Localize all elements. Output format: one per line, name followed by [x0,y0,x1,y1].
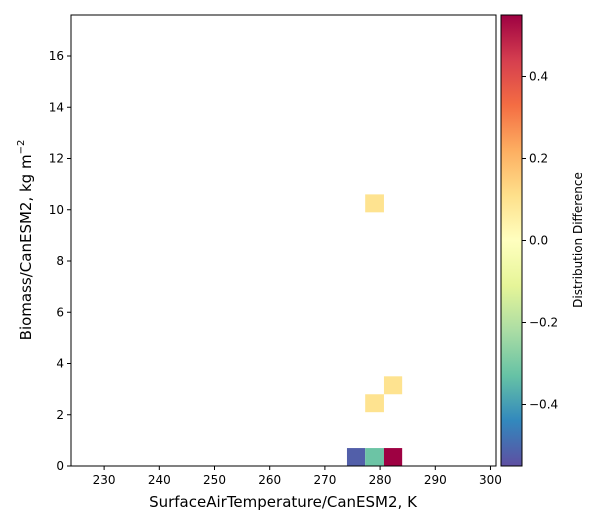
heatmap-cell [383,376,403,395]
x-tick-label: 240 [148,473,171,487]
x-tick-label: 290 [424,473,447,487]
colorbar-ticks: −0.4 −0.2 0.0 0.2 0.4 [522,70,558,412]
x-tick-label: 260 [258,473,281,487]
colorbar-tick-label: 0.0 [529,234,548,248]
plot-frame [70,14,497,467]
plot-area [71,15,496,466]
colorbar-tick-label: −0.2 [529,316,558,330]
y-tick-label: 2 [56,408,64,422]
x-tick-label: 280 [369,473,392,487]
heatmap-cell [346,448,366,466]
x-axis-label: SurfaceAirTemperature/CanESM2, K [149,493,418,511]
heatmap-cell [365,194,384,213]
colorbar-label: Distribution Difference [571,172,585,308]
colorbar-tick-label: 0.4 [529,70,548,84]
y-tick-label: 14 [49,100,64,114]
y-axis-ticks: 0 2 4 6 8 10 12 14 16 [49,49,71,473]
x-tick-label: 300 [479,473,502,487]
x-axis-ticks: 230 240 250 260 270 280 290 300 [93,466,502,487]
x-tick-label: 230 [93,473,116,487]
heatmap-cell [383,448,403,466]
y-tick-label: 4 [56,357,64,371]
x-tick-label: 250 [203,473,226,487]
heatmap-cell [365,448,384,466]
colorbar [500,14,523,467]
y-tick-label: 16 [49,49,64,63]
y-tick-label: 10 [49,203,64,217]
x-tick-label: 270 [313,473,336,487]
heatmap-cells [346,194,403,466]
y-tick-label: 6 [56,305,64,319]
y-axis-label-main: Biomass/CanESM2, kg m [17,154,35,340]
colorbar-tick-label: 0.2 [529,152,548,166]
colorbar-tick-label: −0.4 [529,398,558,412]
y-axis-label-exponent: −2 [16,140,27,155]
y-tick-label: 0 [56,459,64,473]
y-tick-label: 8 [56,254,64,268]
y-tick-label: 12 [49,152,64,166]
y-axis-label: Biomass/CanESM2, kg m−2 [16,140,35,341]
heatmap-cell [365,394,384,413]
